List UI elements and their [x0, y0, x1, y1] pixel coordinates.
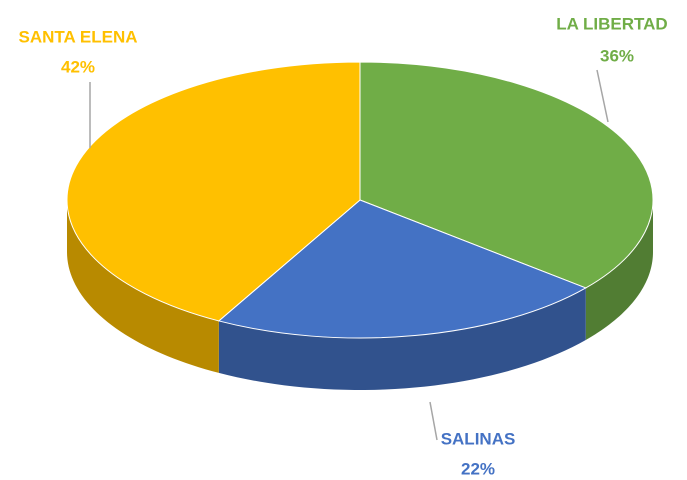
- leader-line: [596, 69, 609, 123]
- pie: [66, 61, 654, 390]
- value-label: 42%: [61, 57, 95, 76]
- slice: [66, 61, 361, 322]
- slice: [359, 61, 654, 289]
- slice-side: [218, 287, 586, 390]
- slice-side: [67, 200, 219, 373]
- value-label: 36%: [600, 46, 634, 65]
- slice: [217, 199, 587, 339]
- category-label: LA LIBERTAD: [556, 14, 667, 33]
- leader-lines: [89, 69, 609, 441]
- slice-side: [585, 200, 653, 340]
- value-label: 22%: [461, 459, 495, 478]
- leader-line: [429, 401, 438, 441]
- category-label: SALINAS: [441, 429, 516, 448]
- category-label: SANTA ELENA: [19, 27, 138, 46]
